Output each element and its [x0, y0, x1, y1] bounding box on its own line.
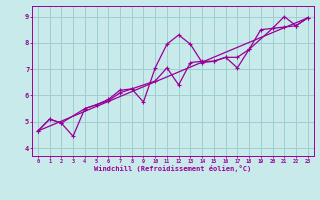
X-axis label: Windchill (Refroidissement éolien,°C): Windchill (Refroidissement éolien,°C) [94, 165, 252, 172]
